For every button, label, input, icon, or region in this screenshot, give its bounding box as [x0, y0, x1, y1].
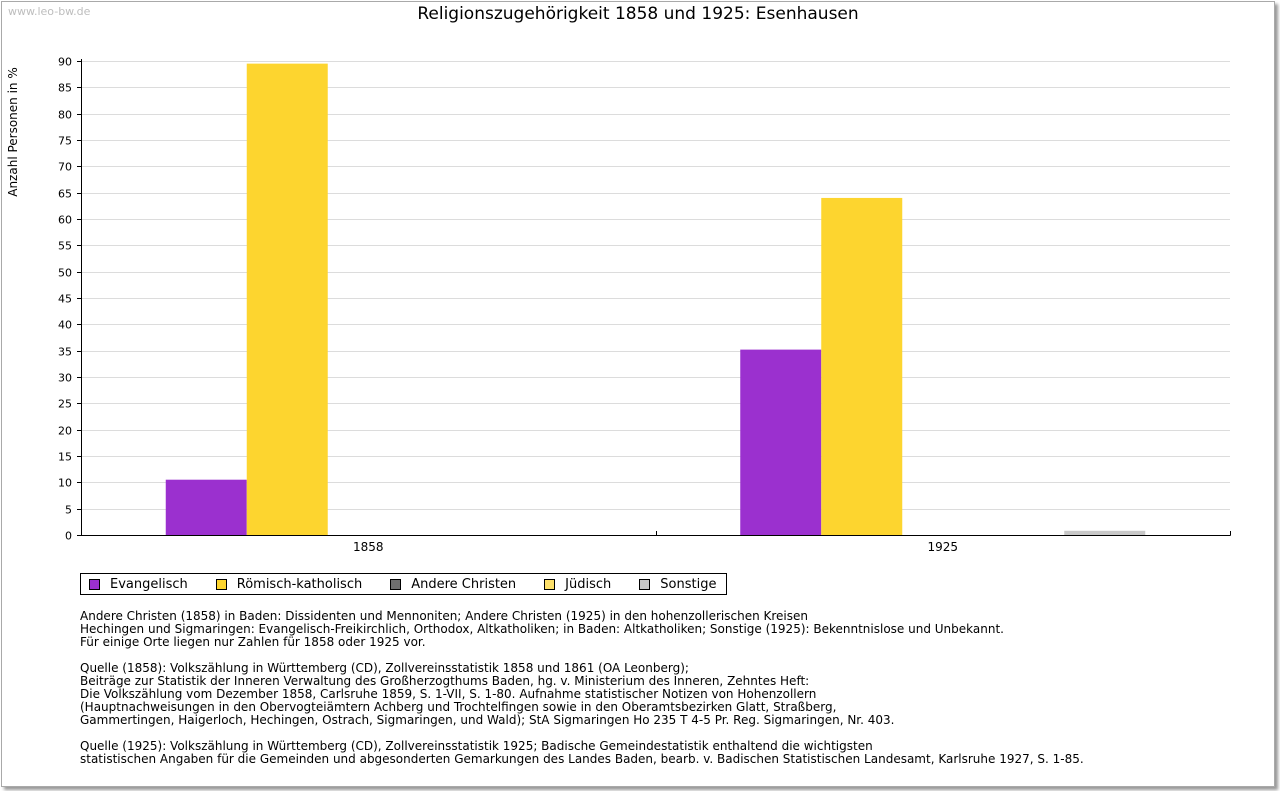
y-tick-label: 0 — [65, 530, 72, 543]
legend-label: Römisch-katholisch — [236, 576, 363, 592]
footnotes: Andere Christen (1858) in Baden: Disside… — [80, 610, 1260, 779]
y-tick-label: 30 — [58, 372, 72, 385]
tick-labels: 0 5 10 15 20 25 30 35 40 45 50 55 60 65 70 75 80 85 90 1858… — [58, 56, 958, 555]
legend-swatch — [639, 578, 651, 590]
x-tick-label: 1925 — [927, 540, 958, 554]
bar-evangelisch-1858 — [165, 479, 247, 535]
watermark: www.leo-bw.de — [8, 5, 91, 18]
legend-label: Andere Christen — [411, 576, 517, 592]
legend-item: Römisch-katholisch — [215, 576, 363, 592]
y-tick-label: 65 — [58, 188, 72, 201]
bars — [165, 63, 1146, 536]
bar-sonstige-1925 — [1064, 530, 1146, 535]
x-tick-label: 1858 — [353, 540, 384, 554]
legend-item: Andere Christen — [390, 577, 516, 592]
legend-swatch — [544, 578, 556, 590]
legend-label: Evangelisch — [110, 576, 188, 592]
y-tick-label: 50 — [58, 267, 72, 280]
footnote-paragraph: Andere Christen (1858) in Baden: Disside… — [80, 609, 1004, 649]
y-tick-label: 35 — [58, 346, 72, 359]
chart-title: Religionszugehörigkeit 1858 und 1925: Es… — [417, 4, 859, 24]
y-tick-label: 80 — [58, 109, 72, 122]
y-tick-label: 15 — [58, 451, 72, 464]
axes — [77, 59, 1231, 536]
legend-swatch — [390, 578, 402, 590]
legend-item: Evangelisch — [89, 577, 188, 592]
footnote-paragraph: Quelle (1925): Volkszählung in Württembe… — [80, 739, 1084, 766]
bar-r-misch-katholisch-1925 — [821, 197, 903, 535]
footnote-paragraph: Quelle (1858): Volkszählung in Württembe… — [80, 661, 895, 727]
legend: Evangelisch Römisch-katholisch Andere Chri… — [80, 573, 728, 595]
legend-swatch — [215, 578, 227, 590]
chart-plot: 0 5 10 15 20 25 30 35 40 45 50 55 60 65 70 75 80 85 90 1858… — [58, 56, 1231, 555]
y-tick-label: 55 — [58, 240, 72, 253]
y-tick-label: 40 — [58, 319, 72, 332]
bar-evangelisch-1925 — [740, 349, 822, 535]
legend-item: Sonstige — [639, 577, 716, 592]
y-tick-label: 60 — [58, 214, 72, 227]
y-tick-label: 75 — [58, 135, 72, 148]
legend-swatch — [89, 578, 100, 590]
y-tick-label: 25 — [58, 398, 72, 411]
y-tick-label: 5 — [65, 504, 72, 517]
legend-item: Jüdisch — [544, 577, 611, 592]
bar-r-misch-katholisch-1858 — [246, 63, 328, 536]
legend-label: Jüdisch — [565, 576, 612, 592]
y-tick-label: 85 — [58, 82, 72, 95]
y-tick-label: 70 — [58, 161, 72, 174]
legend-label: Sonstige — [660, 576, 717, 592]
y-tick-label: 10 — [58, 477, 72, 490]
y-tick-label: 20 — [58, 425, 72, 438]
y-tick-label: 90 — [58, 56, 72, 69]
y-tick-label: 45 — [58, 293, 72, 306]
